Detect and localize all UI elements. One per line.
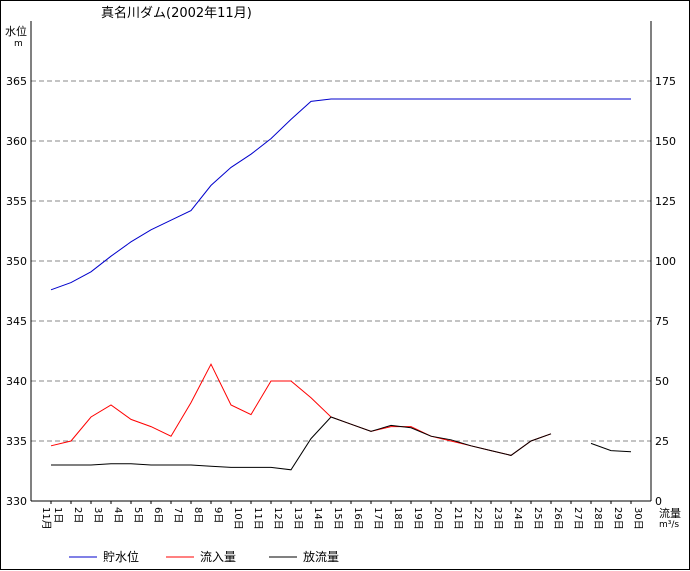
y-right-tick-label: 175	[655, 75, 676, 88]
x-tick-label: 30日	[632, 507, 643, 530]
y-right-tick-label: 150	[655, 135, 676, 148]
series-line-放流量	[51, 416, 552, 471]
y-right-tick-label: 100	[655, 255, 676, 268]
x-tick-label: 22日	[472, 507, 483, 530]
y-right-tick-label: 0	[655, 495, 662, 508]
x-tick-label: 20日	[432, 507, 443, 530]
legend-label: 貯水位	[103, 549, 139, 564]
y-right-tick-label: 125	[655, 195, 676, 208]
axes	[30, 21, 652, 504]
y-right-axis-label: 流量	[659, 506, 681, 520]
x-tick-label: 12日	[272, 507, 283, 530]
x-tick-label: 2日	[72, 507, 83, 523]
x-tick-label: 24日	[512, 507, 523, 530]
x-tick-label: 29日	[612, 507, 623, 530]
x-tick-label: 19日	[412, 507, 423, 530]
series-line-流入量	[50, 363, 552, 456]
x-tick-label: 7日	[172, 507, 183, 523]
y-right-axis-unit: m³/s	[659, 520, 679, 530]
x-month-label: 11月	[40, 507, 52, 530]
y-left-tick-label: 350	[6, 255, 27, 268]
x-tick-label: 23日	[492, 507, 503, 530]
x-tick-label: 27日	[572, 507, 583, 530]
y-left-tick-label: 340	[6, 375, 27, 388]
tick-labels: 330 335 340 345 350 355 360 365 0 25 50 75 100 125 150…	[6, 75, 676, 530]
x-tick-label: 8日	[192, 507, 203, 523]
y-left-tick-label: 330	[6, 495, 27, 508]
x-tick-label: 15日	[332, 507, 343, 530]
x-tick-label: 5日	[132, 507, 143, 523]
x-tick-label: 10日	[232, 507, 243, 530]
y-right-tick-label: 75	[655, 315, 669, 328]
chart-title: 真名川ダム(2002年11月)	[101, 5, 252, 21]
y-left-tick-label: 335	[6, 435, 27, 448]
legend-label: 流入量	[200, 550, 236, 564]
legend-label: 放流量	[303, 549, 339, 564]
x-tick-label: 14日	[312, 507, 323, 530]
x-tick-label: 3日	[92, 507, 103, 523]
series-line-放流量	[590, 442, 632, 453]
y-left-tick-label: 355	[6, 195, 27, 208]
x-tick-label: 13日	[292, 507, 303, 530]
series-line-貯水位	[50, 98, 631, 291]
grid	[31, 80, 651, 442]
x-tick-label: 25日	[532, 507, 543, 530]
x-tick-label: 18日	[392, 507, 403, 530]
x-tick-label: 1日	[52, 507, 63, 523]
legend: 貯水位 流入量 放流量	[69, 549, 339, 564]
x-tick-label: 9日	[212, 507, 223, 523]
x-tick-label: 21日	[452, 507, 463, 530]
y-left-tick-label: 360	[6, 135, 27, 148]
x-tick-label: 16日	[352, 507, 363, 530]
y-right-tick-label: 25	[655, 435, 669, 448]
x-tick-label: 11日	[252, 507, 263, 530]
y-left-axis-unit: m	[14, 39, 23, 49]
y-left-axis-label: 水位	[5, 24, 27, 38]
x-tick-label: 28日	[592, 507, 603, 530]
x-tick-label: 17日	[372, 507, 383, 530]
y-left-tick-label: 365	[6, 75, 27, 88]
x-tick-label: 6日	[152, 507, 163, 523]
y-left-tick-label: 345	[6, 315, 27, 328]
y-right-tick-label: 50	[655, 375, 669, 388]
x-tick-label: 4日	[112, 507, 123, 523]
x-tick-label: 26日	[552, 507, 563, 530]
series-lines	[50, 98, 632, 471]
